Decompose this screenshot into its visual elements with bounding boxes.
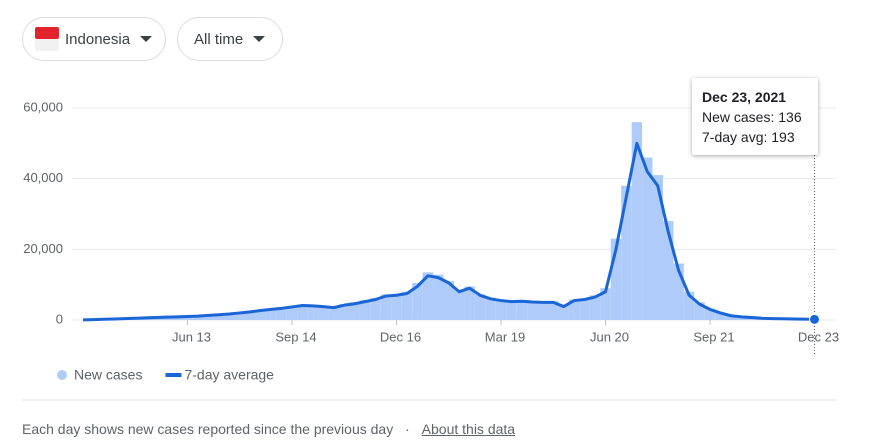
- y-tick-label: 40,000: [23, 170, 63, 185]
- bar: [234, 312, 245, 320]
- bar: [339, 304, 350, 320]
- bar: [474, 294, 486, 320]
- flag: [35, 27, 59, 51]
- bar: [286, 306, 298, 320]
- bar: [244, 311, 256, 320]
- y-tick-label: 20,000: [23, 241, 63, 256]
- bar: [485, 297, 496, 320]
- bar: [568, 299, 580, 320]
- bar: [276, 307, 287, 320]
- bar: [391, 293, 402, 320]
- x-tick-label: Jun 20: [590, 329, 629, 344]
- bar: [370, 298, 381, 320]
- x-tick-label: Sep 14: [275, 329, 316, 344]
- bar: [600, 288, 611, 320]
- bar: [318, 306, 329, 320]
- bar: [704, 308, 716, 320]
- bar: [495, 299, 507, 320]
- bar: [516, 300, 528, 320]
- bar: [422, 272, 434, 320]
- about-link[interactable]: About this data: [421, 421, 516, 437]
- bar: [307, 305, 319, 320]
- country-label: Indonesia: [65, 30, 131, 48]
- bar: [673, 263, 684, 320]
- bar: [213, 314, 225, 320]
- bar: [506, 300, 517, 320]
- bar: [537, 301, 549, 320]
- chart: 0 20,000 40,000 60,000 Jun 13 Sep 14 Dec 16 Mar…: [22, 99, 839, 401]
- bar: [297, 304, 308, 320]
- legend-swatch: [165, 373, 182, 377]
- x-tick-label: Sep 21: [693, 329, 734, 344]
- caret: [140, 36, 153, 42]
- x-tick-label: Mar 19: [485, 329, 525, 344]
- bar: [558, 305, 569, 320]
- hover-dot: [809, 313, 820, 325]
- bar: [464, 286, 475, 320]
- y-tick-label: 0: [56, 311, 63, 326]
- bar: [203, 315, 214, 320]
- legend-swatch: [57, 370, 67, 380]
- bar: [662, 221, 674, 320]
- bar: [453, 289, 465, 320]
- tooltip-line: New cases: 136: [702, 109, 802, 125]
- bar: [224, 313, 235, 320]
- bar: [265, 308, 277, 320]
- bar: [349, 302, 360, 320]
- bar: [589, 295, 601, 320]
- bar: [621, 185, 632, 320]
- x-tick-label: Dec 16: [380, 329, 421, 344]
- tooltip-line: 7-day avg: 193: [702, 129, 795, 145]
- footer: Each day shows new cases reported since …: [22, 421, 515, 437]
- bar: [433, 274, 444, 320]
- y-tick-label: 60,000: [23, 99, 63, 114]
- legend-label: 7-day average: [184, 367, 274, 383]
- tooltip: Dec 23, 2021 New cases: 136 7-day avg: 1…: [692, 78, 818, 155]
- range-label: All time: [194, 30, 244, 48]
- bar: [725, 315, 737, 320]
- bar: [359, 300, 371, 320]
- bar: [631, 122, 643, 320]
- bar: [694, 302, 705, 320]
- legend-label: New cases: [74, 367, 142, 383]
- bar: [192, 315, 204, 320]
- country-select[interactable]: Indonesia: [22, 17, 166, 61]
- bar: [443, 281, 454, 320]
- bar: [642, 157, 653, 320]
- bar: [715, 312, 726, 320]
- footer-note: Each day shows new cases reported since …: [22, 421, 394, 437]
- bar: [610, 238, 622, 320]
- avg-line: [82, 141, 815, 322]
- bar: [380, 294, 392, 320]
- x-tick-label: Jun 13: [172, 329, 211, 344]
- bar: [683, 291, 695, 320]
- bar: [182, 316, 193, 320]
- caret: [253, 36, 266, 42]
- x-tick-label: Dec 23: [798, 329, 839, 344]
- bar: [255, 309, 266, 320]
- separator: ·: [405, 421, 410, 437]
- bar: [652, 175, 663, 320]
- bar: [579, 298, 590, 320]
- bar: [412, 282, 423, 320]
- bar: [401, 291, 413, 320]
- bar: [328, 306, 340, 320]
- tooltip-date: Dec 23, 2021: [702, 89, 787, 105]
- range-select[interactable]: All time: [177, 17, 283, 61]
- bar: [548, 301, 559, 320]
- bar: [527, 301, 538, 320]
